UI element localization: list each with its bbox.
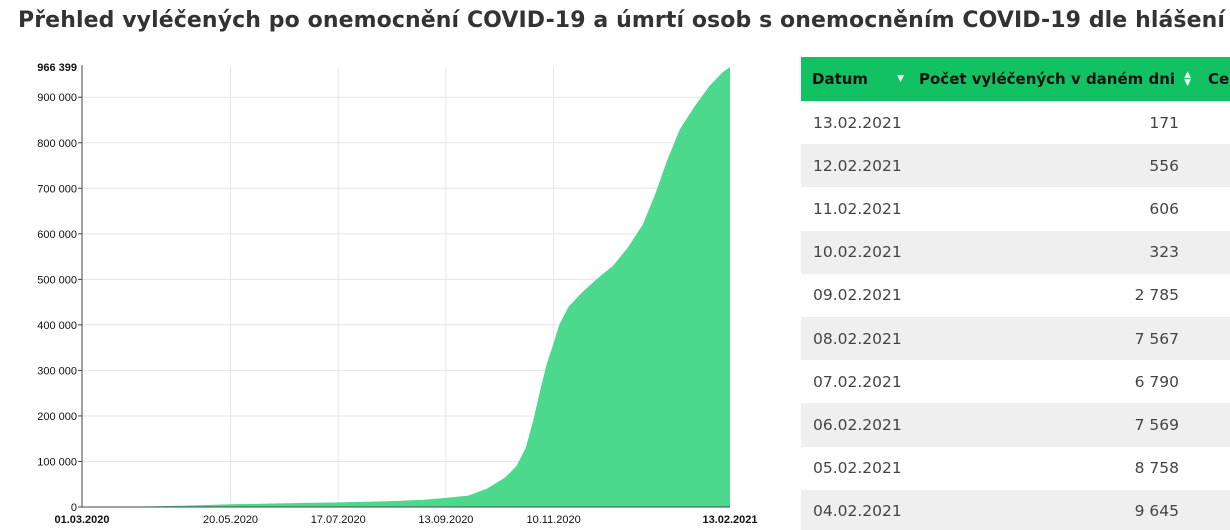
cell-healed: 2 785 — [1134, 286, 1179, 305]
table-row: 12.02.2021 556 — [801, 144, 1230, 188]
cell-healed: 7 567 — [908, 316, 1197, 361]
x-axis-labels: 01.03.2020 20.05.2020 17.07.2020 13.09.2020… — [54, 514, 757, 526]
table-row: 07.02.2021 6 790 — [801, 360, 1230, 403]
cell-total — [1197, 144, 1230, 188]
table-row: 09.02.2021 2 785 — [801, 274, 1230, 317]
cell-date: 05.02.2021 — [813, 459, 902, 478]
cell-date: 06.02.2021 — [801, 403, 908, 447]
x-tick-label: 10.11.2020 — [526, 514, 580, 526]
column-header-total[interactable]: Cel — [1197, 57, 1230, 101]
cell-date: 08.02.2021 — [801, 316, 908, 361]
table-row: 04.02.2021 9 645 — [801, 489, 1230, 530]
y-tick-label: 0 — [71, 502, 77, 514]
column-header-healed-label: Počet vyléčených v daném dni — [919, 70, 1176, 88]
x-tick-label: 01.03.2020 — [54, 514, 109, 526]
healed-area-series — [82, 67, 730, 507]
cell-healed: 171 — [1149, 113, 1179, 132]
cell-healed: 9 645 — [908, 489, 1197, 530]
sort-both-icon[interactable]: ▲ ▼ — [1184, 70, 1191, 88]
sort-desc-icon[interactable]: ▼ — [897, 74, 904, 84]
y-axis-labels: 0 100 000 200 000 300 000 400 000 500 000 600 … — [37, 62, 77, 514]
healed-table: Datum ▼ Počet vyléčených v daném dni ▲ ▼ … — [801, 57, 1230, 530]
table-row: 11.02.2021 606 — [801, 187, 1230, 230]
cell-total — [1197, 230, 1230, 274]
cell-total — [1197, 187, 1230, 230]
cell-total — [1197, 447, 1230, 490]
column-header-healed[interactable]: Počet vyléčených v daném dni ▲ ▼ — [908, 57, 1197, 101]
cell-date: 07.02.2021 — [813, 372, 902, 391]
cell-total — [1197, 101, 1230, 144]
cell-healed: 6 790 — [1134, 372, 1179, 391]
table-row: 05.02.2021 8 758 — [801, 447, 1230, 490]
cell-total — [1197, 316, 1230, 361]
y-tick-label: 900 000 — [37, 92, 77, 104]
healed-area-chart: 0 100 000 200 000 300 000 400 000 500 000 600 … — [37, 62, 757, 526]
data-table-container[interactable]: Datum ▼ Počet vyléčených v daném dni ▲ ▼ … — [801, 57, 1230, 530]
cell-healed: 7 569 — [908, 403, 1197, 447]
y-tick-label: 700 000 — [37, 183, 77, 195]
x-tick-label: 20.05.2020 — [203, 514, 258, 526]
cell-total — [1197, 403, 1230, 447]
y-tick-label: 300 000 — [37, 365, 77, 377]
x-tick-label: 17.07.2020 — [311, 514, 366, 526]
y-tick-label: 400 000 — [37, 320, 77, 332]
cell-total — [1197, 360, 1230, 403]
cell-date: 04.02.2021 — [801, 489, 908, 530]
column-header-date-label: Datum — [812, 70, 869, 88]
cell-date: 09.02.2021 — [813, 286, 902, 305]
chart-axes — [78, 65, 730, 508]
page-title: Přehled vyléčených po onemocnění COVID-1… — [18, 8, 1230, 33]
cell-date: 11.02.2021 — [813, 199, 902, 218]
table-row: 06.02.2021 7 569 — [801, 403, 1230, 447]
y-tick-label: 100 000 — [37, 456, 77, 468]
column-header-total-label: Cel — [1208, 70, 1230, 88]
table-header-row: Datum ▼ Počet vyléčených v daném dni ▲ ▼ … — [801, 57, 1230, 101]
table-row: 08.02.2021 7 567 — [801, 316, 1230, 361]
y-max-label: 966 399 — [37, 62, 77, 74]
cell-healed: 556 — [908, 144, 1197, 188]
y-tick-label: 200 000 — [37, 411, 77, 423]
cell-healed: 606 — [1149, 199, 1179, 218]
table-row: 13.02.2021 171 — [801, 101, 1230, 144]
table-row: 10.02.2021 323 — [801, 230, 1230, 274]
cell-total — [1197, 274, 1230, 317]
y-tick-label: 500 000 — [37, 274, 77, 286]
cell-healed: 8 758 — [1134, 459, 1179, 478]
cell-date: 13.02.2021 — [813, 113, 902, 132]
cell-date: 10.02.2021 — [801, 230, 908, 274]
cell-healed: 323 — [908, 230, 1197, 274]
column-header-date[interactable]: Datum ▼ — [801, 57, 908, 101]
y-tick-label: 800 000 — [37, 138, 77, 150]
cell-date: 12.02.2021 — [801, 144, 908, 188]
cell-total — [1197, 489, 1230, 530]
x-tick-label: 13.02.2021 — [702, 514, 757, 526]
y-tick-label: 600 000 — [37, 229, 77, 241]
x-tick-label: 13.09.2020 — [418, 514, 473, 526]
